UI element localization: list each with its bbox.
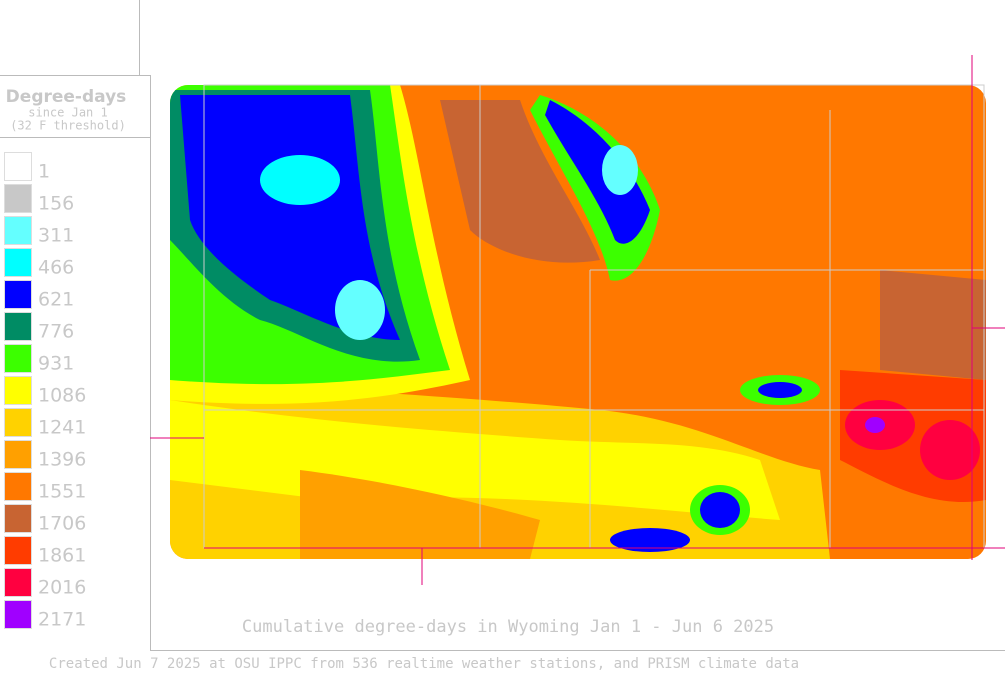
legend-label: 776 — [38, 321, 74, 343]
legend-swatch — [4, 216, 32, 245]
legend-label: 1 — [38, 161, 50, 183]
legend-swatch — [4, 376, 32, 405]
legend-label: 466 — [38, 257, 74, 279]
legend-swatch — [4, 248, 32, 277]
legend-swatch — [4, 408, 32, 437]
legend-subtitle: (32 F threshold) — [10, 119, 126, 133]
legend-label: 311 — [38, 225, 74, 247]
legend-label: 2016 — [38, 577, 86, 599]
legend-swatch — [4, 184, 32, 213]
legend-swatch — [4, 280, 32, 309]
legend-label: 1551 — [38, 481, 86, 503]
caption: Cumulative degree-days in Wyoming Jan 1 … — [242, 617, 774, 637]
legend-label: 1706 — [38, 513, 86, 535]
legend-label: 1086 — [38, 385, 86, 407]
legend-label: 1241 — [38, 417, 86, 439]
legend-label: 621 — [38, 289, 74, 311]
legend-swatch — [4, 440, 32, 469]
legend-swatch — [4, 344, 32, 373]
legend-title: Degree-days — [6, 87, 127, 107]
legend-swatch — [4, 536, 32, 565]
legend-swatch — [4, 504, 32, 533]
legend-subtitle: since Jan 1 — [28, 106, 107, 120]
legend-swatch — [4, 568, 32, 597]
legend-swatch — [4, 600, 32, 629]
legend-swatch — [4, 312, 32, 341]
footer: Created Jun 7 2025 at OSU IPPC from 536 … — [49, 656, 799, 672]
legend: 1 156 311 466 621 776 931 1086 1241 1396 1551 1706 1… — [4, 152, 86, 631]
map — [150, 55, 1005, 585]
legend-label: 1396 — [38, 449, 86, 471]
frame — [0, 0, 1005, 651]
legend-swatch — [4, 152, 32, 181]
legend-label: 2171 — [38, 609, 86, 631]
legend-label: 931 — [38, 353, 74, 375]
legend-label: 156 — [38, 193, 74, 215]
legend-swatch — [4, 472, 32, 501]
legend-label: 1861 — [38, 545, 86, 567]
